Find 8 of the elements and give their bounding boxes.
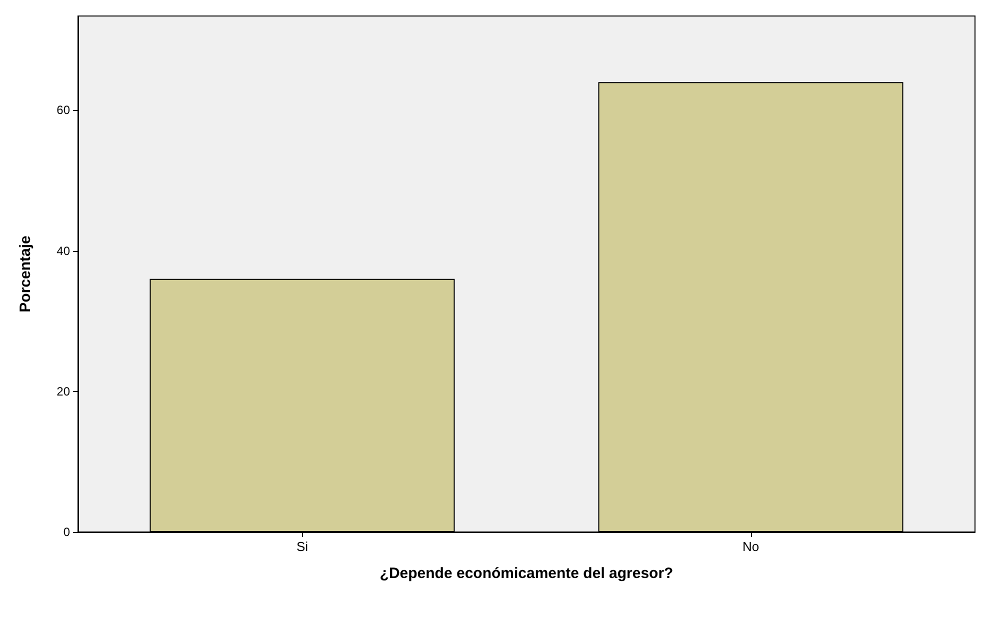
y-tick-label: 60 — [56, 103, 70, 118]
x-axis-title: ¿Depende económicamente del agresor? — [380, 565, 674, 582]
y-tick-label: 0 — [63, 525, 70, 539]
x-tick-label: No — [742, 539, 760, 554]
y-axis-title: Porcentaje — [17, 236, 34, 312]
y-tick-label: 20 — [56, 384, 70, 398]
x-tick-label: Si — [296, 539, 308, 554]
y-tick-label: 40 — [56, 244, 70, 258]
